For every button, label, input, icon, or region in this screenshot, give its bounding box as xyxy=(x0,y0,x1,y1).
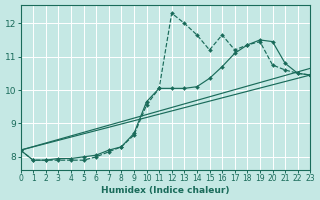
X-axis label: Humidex (Indice chaleur): Humidex (Indice chaleur) xyxy=(101,186,230,195)
